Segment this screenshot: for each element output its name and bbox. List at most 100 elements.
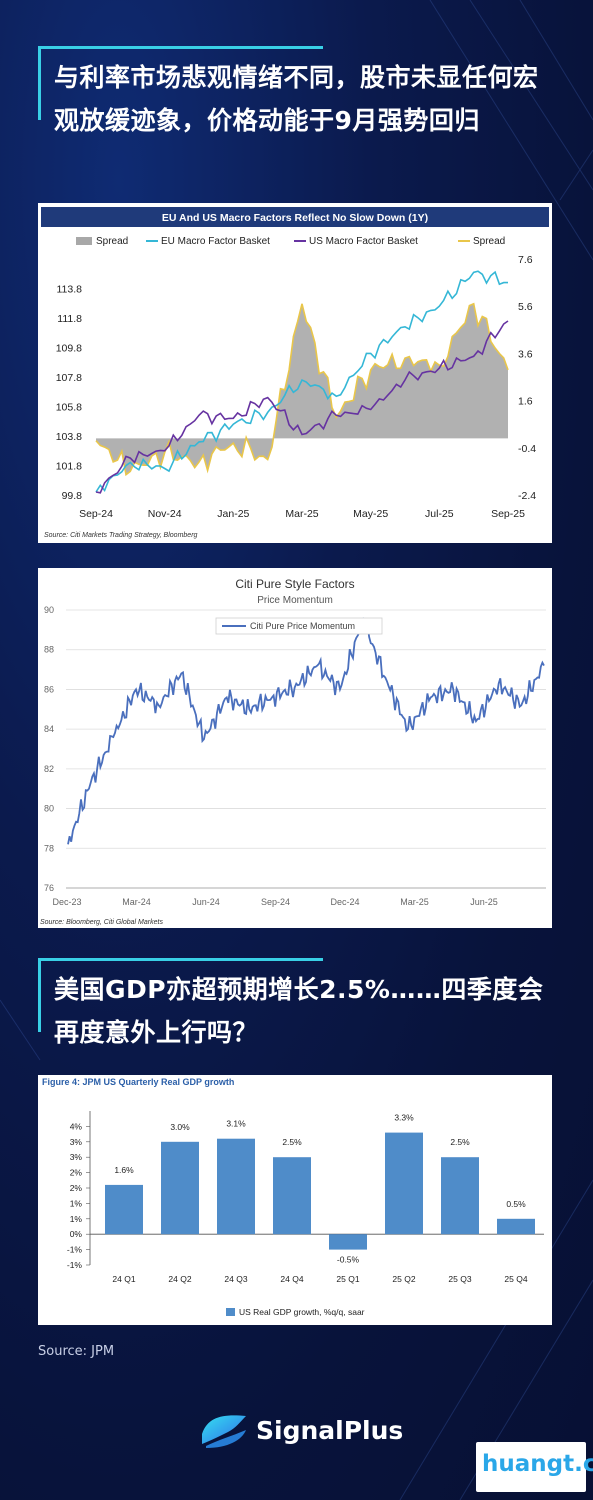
footer-source: Source: JPM (38, 1344, 115, 1359)
price-momentum-chart-panel: Citi Pure Style Factors Price Momentum 7… (38, 568, 552, 928)
gdp-bar (329, 1234, 367, 1250)
y-tick-label: 2% (70, 1183, 83, 1193)
watermark-text: huangt.cn (482, 1451, 593, 1477)
y-left-tick-label: 105.8 (56, 402, 82, 414)
x-tick-label: Mar-25 (285, 508, 318, 520)
x-tick-label: Jul-25 (425, 508, 454, 520)
gdp-growth-chart: Figure 4: JPM US Quarterly Real GDP grow… (42, 1077, 544, 1317)
x-tick-label: 25 Q3 (448, 1274, 471, 1284)
gdp-value-label: 3.1% (226, 1119, 246, 1129)
legend-label: Spread (473, 236, 505, 247)
gdp-bar (441, 1157, 479, 1235)
heading-accent-bar (38, 46, 323, 49)
legend-label: Spread (96, 236, 128, 247)
x-tick-label: Sep-24 (79, 508, 113, 520)
watermark: huangt.cn (476, 1442, 593, 1492)
gdp-value-label: -0.5% (337, 1255, 360, 1265)
x-tick-label: Jun-24 (192, 897, 220, 907)
legend-swatch (76, 237, 92, 245)
x-tick-label: 25 Q4 (504, 1274, 527, 1284)
gdp-bar (217, 1138, 255, 1235)
x-tick-label: 24 Q3 (224, 1274, 247, 1284)
chart-source: Source: Citi Markets Trading Strategy, B… (44, 532, 198, 539)
x-tick-label: 25 Q2 (392, 1274, 415, 1284)
gdp-bar (273, 1157, 311, 1235)
y-right-tick-label: -2.4 (518, 490, 536, 502)
legend-label: US Real GDP growth, %q/q, saar (239, 1307, 365, 1317)
macro-factors-chart: EU And US Macro Factors Reflect No Slow … (41, 207, 549, 539)
gdp-value-label: 3.0% (170, 1122, 190, 1132)
chart-source: Source: Bloomberg, Citi Global Markets (40, 919, 163, 926)
legend-label: US Macro Factor Basket (309, 236, 418, 247)
gdp-bar (497, 1218, 535, 1235)
chart-title: EU And US Macro Factors Reflect No Slow … (162, 212, 428, 224)
gdp-value-label: 3.3% (394, 1113, 414, 1123)
section-1-heading: 与利率市场悲观情绪不同，股市未显任何宏观放缓迹象，价格动能于9月强势回归 (38, 46, 558, 186)
x-tick-label: Dec-23 (52, 897, 81, 907)
gdp-value-label: 0.5% (506, 1199, 526, 1209)
y-left-tick-label: 99.8 (62, 490, 83, 502)
y-left-tick-label: 111.8 (57, 313, 82, 325)
section-2-heading: 美国GDP亦超预期增长2.5%……四季度会再度意外上行吗？ (38, 958, 558, 1058)
y-tick-label: 1% (70, 1214, 83, 1224)
series-us-macro (95, 320, 509, 494)
price-momentum-chart: Citi Pure Style Factors Price Momentum 7… (40, 577, 546, 926)
y-right-tick-label: 7.6 (518, 254, 533, 266)
signalplus-logo-icon (202, 1415, 246, 1448)
y-tick-label: 2% (70, 1168, 83, 1178)
x-tick-label: Nov-24 (148, 508, 182, 520)
series-spread-line (95, 302, 509, 477)
series-spread-area (96, 303, 508, 475)
y-tick-label: -1% (67, 1260, 83, 1270)
y-left-tick-label: 103.8 (56, 431, 82, 443)
gdp-value-label: 1.6% (114, 1165, 134, 1175)
gdp-bar (161, 1141, 199, 1235)
x-tick-label: 24 Q1 (112, 1274, 135, 1284)
y-tick-label: 82 (44, 764, 54, 774)
y-left-tick-label: 113.8 (57, 284, 83, 296)
macro-factors-chart-panel: EU And US Macro Factors Reflect No Slow … (38, 203, 552, 543)
legend-swatch (226, 1308, 235, 1316)
gdp-value-label: 2.5% (282, 1137, 302, 1147)
y-left-tick-label: 101.8 (56, 461, 82, 473)
x-tick-label: Sep-24 (261, 897, 290, 907)
legend-label: Citi Pure Price Momentum (250, 621, 355, 631)
chart-title: Citi Pure Style Factors (235, 577, 354, 591)
x-tick-label: Mar-24 (122, 897, 151, 907)
x-tick-label: Mar-25 (400, 897, 429, 907)
y-right-tick-label: 5.6 (518, 301, 533, 313)
y-tick-label: 3% (70, 1137, 83, 1147)
brand-name: SignalPlus (256, 1416, 404, 1445)
x-tick-label: 24 Q4 (280, 1274, 303, 1284)
y-tick-label: 80 (44, 804, 54, 814)
series-price-momentum (67, 617, 545, 845)
chart-subtitle: Price Momentum (257, 595, 333, 606)
y-right-tick-label: 3.6 (518, 348, 533, 360)
y-tick-label: 4% (70, 1121, 83, 1131)
heading-accent-bar (38, 46, 41, 120)
x-tick-label: May-25 (353, 508, 388, 520)
gdp-bar (105, 1184, 143, 1235)
y-tick-label: 78 (44, 843, 54, 853)
gdp-value-label: 2.5% (450, 1137, 470, 1147)
chart-legend: Spread EU Macro Factor Basket US Macro Fac… (76, 236, 505, 247)
y-tick-label: 3% (70, 1152, 83, 1162)
y-tick-label: 86 (44, 684, 54, 694)
y-left-tick-label: 109.8 (56, 343, 82, 355)
x-tick-label: Jun-25 (470, 897, 498, 907)
gdp-growth-chart-panel: Figure 4: JPM US Quarterly Real GDP grow… (38, 1075, 552, 1325)
legend-box (215, 617, 383, 635)
y-tick-label: -1% (67, 1245, 83, 1255)
y-tick-label: 88 (44, 645, 54, 655)
section-1-title: 与利率市场悲观情绪不同，股市未显任何宏观放缓迹象，价格动能于9月强势回归 (54, 63, 539, 135)
section-2-title: 美国GDP亦超预期增长2.5%……四季度会再度意外上行吗？ (54, 975, 544, 1047)
signalplus-logo: SignalPlus (198, 1410, 408, 1454)
legend-label: EU Macro Factor Basket (161, 236, 270, 247)
heading-accent-bar (38, 958, 323, 961)
y-tick-label: 90 (44, 605, 54, 615)
y-tick-label: 76 (44, 883, 54, 893)
x-tick-label: 25 Q1 (336, 1274, 359, 1284)
series-eu-macro (95, 270, 508, 493)
x-tick-label: Jan-25 (217, 508, 249, 520)
chart-title-bar (41, 207, 549, 227)
